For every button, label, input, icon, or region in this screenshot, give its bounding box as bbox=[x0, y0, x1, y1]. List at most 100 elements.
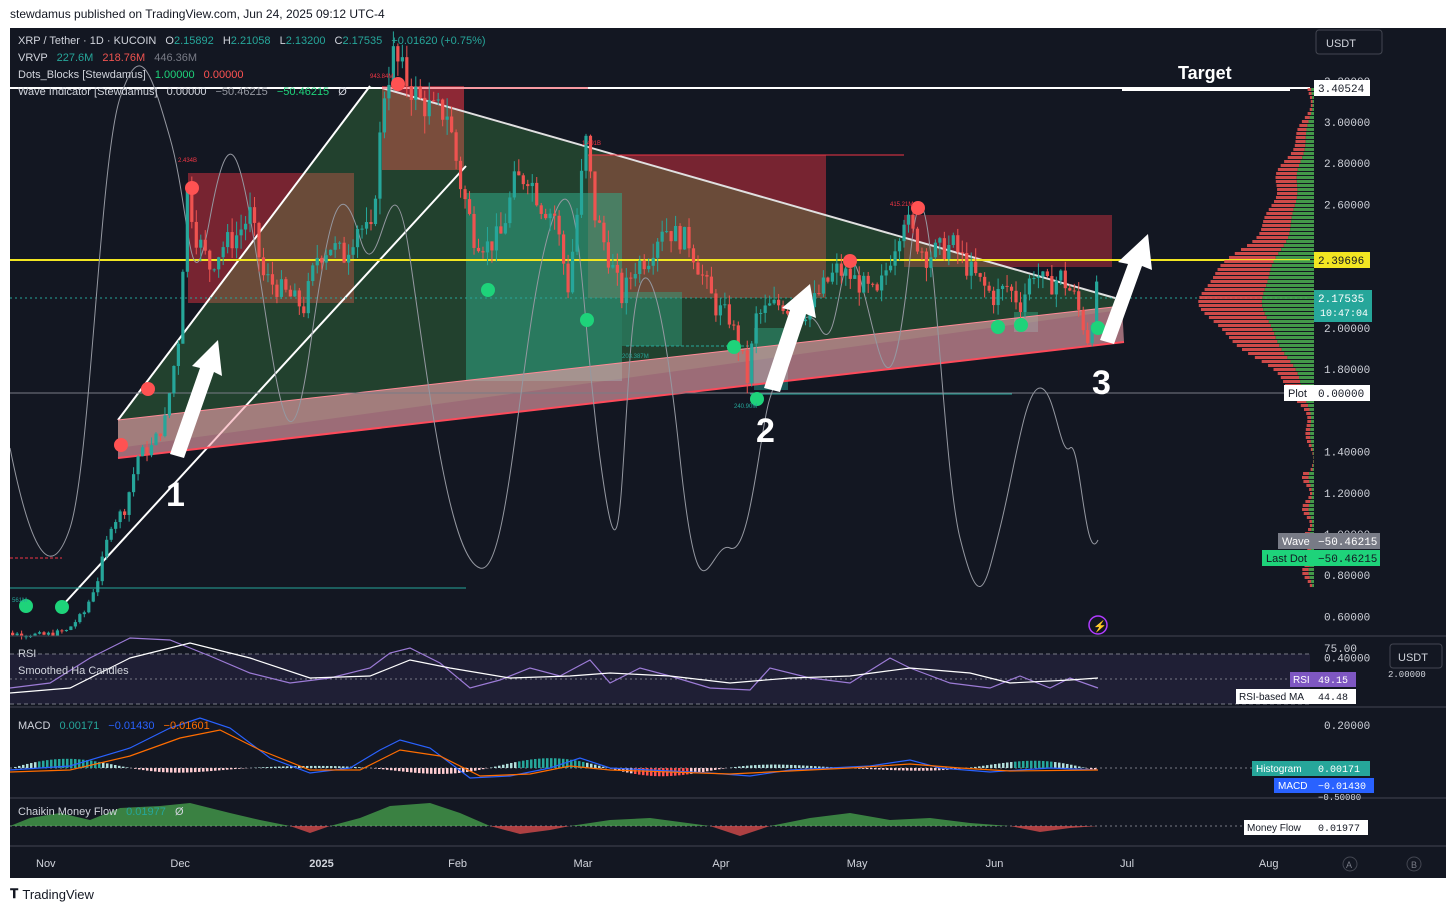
yellow-price-tag bbox=[1314, 252, 1370, 268]
symbol-name[interactable]: XRP / Tether · 1D · KUCOIN bbox=[18, 35, 156, 47]
candle-body bbox=[400, 57, 404, 62]
volume-profile-bar bbox=[1308, 568, 1314, 571]
scale-button-a[interactable] bbox=[1342, 856, 1358, 872]
candle-body bbox=[1032, 278, 1036, 280]
candle-body bbox=[91, 592, 95, 602]
rsi-ma-tag-value bbox=[1314, 689, 1356, 704]
candle-body bbox=[1077, 291, 1081, 310]
rsi-subtitle: Smoothed Ha Candles bbox=[18, 665, 129, 677]
macd-hist-bar bbox=[826, 766, 829, 768]
volume-profile-bar bbox=[1306, 484, 1311, 487]
macd-hist-bar bbox=[206, 768, 209, 772]
macd-hist-bar bbox=[770, 764, 773, 768]
scale-buttons[interactable]: A B bbox=[1342, 856, 1422, 872]
macd-pane[interactable]: MACD 0.00171 −0.01430 −0.01601 0.20000 H… bbox=[10, 717, 1374, 803]
volume-profile-bar bbox=[1306, 128, 1314, 131]
candle-body bbox=[418, 86, 422, 98]
volume-profile-bar bbox=[1311, 528, 1314, 531]
candle-body bbox=[378, 132, 382, 199]
volume-profile-bar bbox=[1295, 368, 1314, 371]
macd-hist-bar bbox=[430, 768, 433, 774]
wave-oscillator bbox=[10, 65, 1099, 588]
candle-body bbox=[109, 528, 113, 540]
volume-profile-bar bbox=[1310, 500, 1314, 503]
support-channel bbox=[118, 306, 1124, 458]
macd-hist-bar bbox=[710, 768, 713, 771]
candle-body bbox=[450, 116, 454, 133]
macd-hist-bar bbox=[882, 768, 885, 770]
price-chart[interactable]: Target 1 2 3 943.84M 1.491B 2.434B 415.2… bbox=[10, 28, 1446, 878]
candle-body bbox=[544, 213, 548, 219]
candle-body bbox=[826, 277, 830, 282]
macd-hist-bar bbox=[1074, 765, 1077, 768]
candle-body bbox=[723, 304, 727, 306]
time-axis[interactable]: Nov Dec 2025 Feb Mar Apr May Jun Jul Aug bbox=[36, 858, 1278, 870]
signal-dots bbox=[19, 77, 1105, 614]
cmf-tag-value bbox=[1314, 820, 1368, 835]
macd-hist-bar bbox=[718, 768, 721, 770]
buy-dot bbox=[1014, 318, 1028, 332]
candle-body bbox=[360, 228, 364, 230]
macd-histogram bbox=[14, 758, 1097, 777]
volume-profile-bar bbox=[1310, 412, 1314, 415]
macd-hist-bar bbox=[58, 758, 61, 768]
volume-profile-bar bbox=[1267, 280, 1314, 283]
volume-profile-bar bbox=[1309, 116, 1314, 119]
chart-container[interactable]: Target 1 2 3 943.84M 1.491B 2.434B 415.2… bbox=[10, 28, 1446, 878]
candle-body bbox=[503, 223, 507, 234]
currency-button-secondary[interactable] bbox=[1389, 643, 1443, 669]
candle-body bbox=[978, 273, 982, 277]
macd-hist-bar bbox=[450, 768, 453, 774]
candle-body bbox=[996, 289, 1000, 306]
price-axis[interactable]: 3.200003.000002.800002.600002.000001.800… bbox=[1324, 77, 1370, 666]
volume-profile-bar bbox=[1264, 216, 1292, 219]
candle-body bbox=[956, 235, 960, 253]
candle-body bbox=[73, 622, 77, 627]
macd-tag-value bbox=[1314, 778, 1374, 793]
macd-hist-bar bbox=[902, 768, 905, 771]
candle-body bbox=[974, 261, 978, 274]
currency-button[interactable] bbox=[1315, 29, 1383, 55]
macd-hist-bar bbox=[514, 762, 517, 768]
candle-body bbox=[288, 289, 292, 297]
macd-hist-bar bbox=[162, 768, 165, 773]
candle-body bbox=[938, 238, 942, 243]
rsi-pane[interactable]: RSI Smoothed Ha Candles 75.00 RSI 49.15 … bbox=[10, 637, 1443, 705]
sell-dot bbox=[843, 254, 857, 268]
candle-body bbox=[875, 284, 879, 291]
macd-hist-bar bbox=[1014, 761, 1017, 768]
pivot-label: 2.434B bbox=[178, 158, 197, 164]
candle-body bbox=[239, 229, 243, 236]
volume-profile-bar bbox=[1309, 488, 1312, 491]
macd-hist-bar bbox=[398, 768, 401, 772]
macd-hist-bar bbox=[326, 765, 329, 768]
candle-body bbox=[1068, 288, 1072, 291]
footer-brand: 𝐓 TradingView bbox=[10, 886, 94, 902]
volume-profile-bar bbox=[1204, 312, 1265, 315]
candle-body bbox=[382, 98, 387, 133]
volume-profile-bar bbox=[1297, 192, 1314, 195]
macd-hist-bar bbox=[990, 764, 993, 768]
candle-body bbox=[342, 242, 346, 263]
volume-profile-bar bbox=[1307, 580, 1312, 583]
buy-dot bbox=[55, 600, 69, 614]
candle-body bbox=[526, 184, 530, 187]
macd-hist-bar bbox=[38, 761, 41, 768]
candle-body bbox=[131, 474, 136, 493]
lightning-icon[interactable] bbox=[1088, 615, 1108, 635]
macd-hist-bar bbox=[886, 768, 889, 770]
candle-body bbox=[562, 234, 566, 264]
candle-body bbox=[593, 171, 597, 221]
macd-hist-bar bbox=[818, 766, 821, 768]
candle-body bbox=[606, 242, 610, 268]
macd-hist-bar bbox=[954, 768, 957, 770]
candle-body bbox=[199, 239, 203, 248]
volume-profile-bar bbox=[1310, 104, 1313, 107]
volume-profile-bar bbox=[1300, 404, 1309, 407]
scale-button-b[interactable] bbox=[1406, 856, 1422, 872]
macd-hist-bar bbox=[46, 760, 49, 768]
rsi-extra-tick: 2.00000 bbox=[1388, 670, 1426, 680]
main-pane[interactable] bbox=[10, 28, 1446, 636]
cmf-pane[interactable]: Chaikin Money Flow 0.01977 Ø Money Flow … bbox=[10, 803, 1368, 836]
macd-hist-bar bbox=[262, 767, 265, 768]
